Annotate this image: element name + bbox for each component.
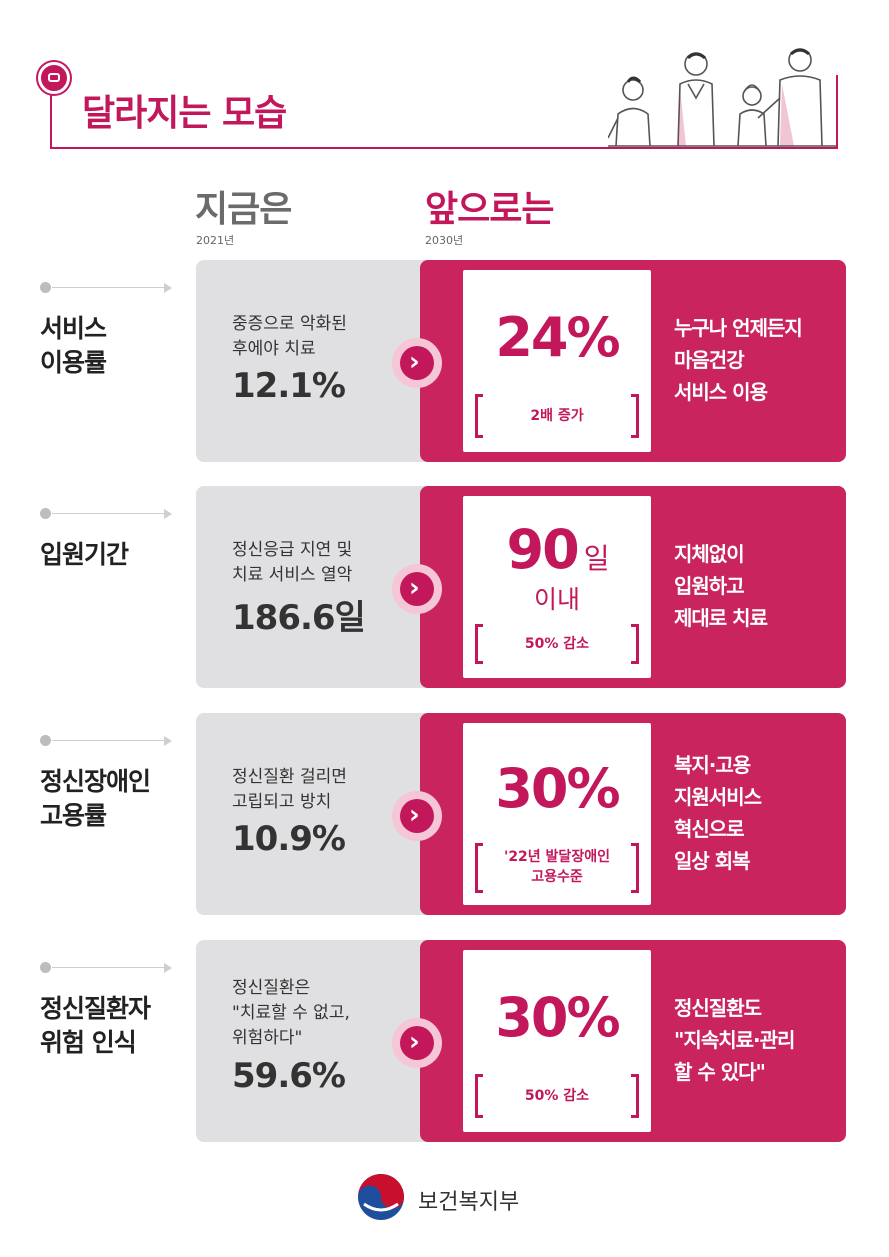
now-value: 10.9% xyxy=(232,819,346,859)
bullet-arrow-icon xyxy=(164,509,172,519)
chevron-right-icon: › xyxy=(392,1018,442,1068)
row-label: 입원기간 xyxy=(40,540,129,569)
chevron-right-icon: › xyxy=(392,791,442,841)
bracket-left xyxy=(475,843,483,893)
now-description: 중증으로 악화된 후에야 치료 xyxy=(232,314,347,359)
column-heading-future: 앞으로는 xyxy=(425,189,554,230)
header-frame-bottom xyxy=(50,147,838,149)
future-note: 50% 감소 xyxy=(524,636,590,652)
future-description: 복지·고용 지원서비스 혁신으로 일상 회복 xyxy=(674,753,762,873)
future-card: 30% '22년 발달장애인 고용수준 xyxy=(463,723,651,905)
now-value: 59.6% xyxy=(232,1056,346,1096)
future-description: 누구나 언제든지 마음건강 서비스 이용 xyxy=(674,316,803,404)
bullet-line xyxy=(52,740,170,741)
future-note: 50% 감소 xyxy=(524,1088,590,1104)
people-illustration xyxy=(608,48,836,147)
now-description: 정신질환 걸리면 고립되고 방치 xyxy=(232,767,347,812)
bullet-dot xyxy=(40,508,51,519)
bracket-right xyxy=(631,1074,639,1118)
row-employment-rate: 정신장애인 고용률 정신질환 걸리면 고립되고 방치 10.9% 30% '22… xyxy=(0,713,889,915)
bullet-dot xyxy=(40,282,51,293)
future-note: 2배 증가 xyxy=(530,408,584,424)
future-card: 30% 50% 감소 xyxy=(463,950,651,1132)
ribbon-badge-icon xyxy=(38,62,70,94)
bracket-right xyxy=(631,843,639,893)
column-year-now: 2021년 xyxy=(196,234,235,247)
header-frame-left xyxy=(50,75,52,149)
header-frame-right xyxy=(836,75,838,149)
bracket-left xyxy=(475,624,483,664)
bracket-left xyxy=(475,394,483,438)
future-card: 90 일 이내 50% 감소 xyxy=(463,496,651,678)
row-hospitalization-period: 입원기간 정신응급 지연 및 치료 서비스 열악 186.6일 90 일 이내 5… xyxy=(0,486,889,688)
future-value: 24% xyxy=(495,306,620,369)
chevron-right-icon: › xyxy=(392,338,442,388)
row-label: 정신장애인 고용률 xyxy=(40,767,151,830)
org-name: 보건복지부 xyxy=(418,1190,520,1215)
future-unit: 일 xyxy=(583,542,610,575)
chevron-right-icon: › xyxy=(392,564,442,614)
future-value: 30% xyxy=(495,757,620,820)
future-card: 24% 2배 증가 xyxy=(463,270,651,452)
future-value: 30% xyxy=(495,986,620,1049)
bullet-dot xyxy=(40,735,51,746)
bullet-dot xyxy=(40,962,51,973)
column-heading-now: 지금은 xyxy=(195,189,292,230)
column-year-future: 2030년 xyxy=(425,234,464,247)
row-risk-perception: 정신질환자 위험 인식 정신질환은 "치료할 수 없고, 위험하다" 59.6%… xyxy=(0,940,889,1142)
row-label: 정신질환자 위험 인식 xyxy=(40,994,151,1057)
now-value: 186.6일 xyxy=(232,598,366,638)
taegeuk-logo-icon xyxy=(358,1174,404,1220)
now-description: 정신질환은 "치료할 수 없고, 위험하다" xyxy=(232,978,350,1048)
bracket-left xyxy=(475,1074,483,1118)
bullet-line xyxy=(52,513,170,514)
now-description: 정신응급 지연 및 치료 서비스 열악 xyxy=(232,540,353,585)
future-value: 90 일 xyxy=(506,518,610,581)
bracket-right xyxy=(631,394,639,438)
page-title: 달라지는 모습 xyxy=(82,93,287,134)
future-sub: 이내 xyxy=(533,585,580,614)
bracket-right xyxy=(631,624,639,664)
bullet-line xyxy=(52,287,170,288)
future-description: 정신질환도 "지속치료·관리 할 수 있다" xyxy=(674,996,795,1084)
future-note: '22년 발달장애인 고용수준 xyxy=(504,849,610,885)
row-label: 서비스 이용률 xyxy=(40,314,107,377)
future-description: 지체없이 입원하고 제대로 치료 xyxy=(674,542,768,630)
now-value: 12.1% xyxy=(232,366,346,406)
bullet-arrow-icon xyxy=(164,736,172,746)
bullet-line xyxy=(52,967,170,968)
bullet-arrow-icon xyxy=(164,963,172,973)
bullet-arrow-icon xyxy=(164,283,172,293)
row-service-usage: 서비스 이용률 중증으로 악화된 후에야 치료 12.1% 24% 2배 증가 … xyxy=(0,260,889,462)
